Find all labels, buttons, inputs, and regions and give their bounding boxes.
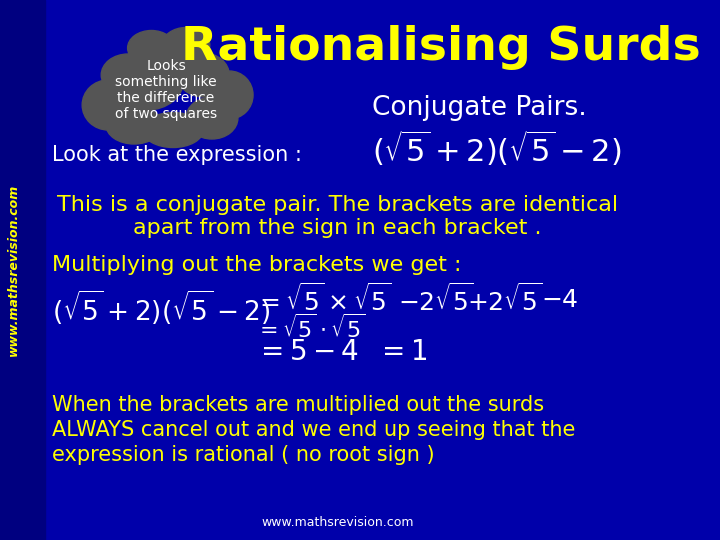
Ellipse shape [102, 54, 155, 96]
Text: This is a conjugate pair. The brackets are identical: This is a conjugate pair. The brackets a… [57, 195, 618, 215]
Text: www.mathsrevision.com: www.mathsrevision.com [261, 516, 414, 529]
Text: $= 5 - 4\ \ = 1$: $= 5 - 4\ \ = 1$ [255, 338, 428, 366]
Bar [0, 0, 45, 540]
Text: $+ 2\sqrt{5}$: $+ 2\sqrt{5}$ [467, 284, 543, 316]
Ellipse shape [143, 112, 203, 147]
Ellipse shape [132, 45, 197, 91]
Text: ALWAYS cancel out and we end up seeing that the: ALWAYS cancel out and we end up seeing t… [52, 420, 575, 440]
Ellipse shape [162, 28, 210, 63]
Text: When the brackets are multiplied out the surds: When the brackets are multiplied out the… [52, 395, 544, 415]
Text: Look at the expression :: Look at the expression : [52, 145, 302, 165]
Ellipse shape [205, 71, 253, 119]
Text: Multiplying out the brackets we get :: Multiplying out the brackets we get : [52, 255, 462, 275]
Text: $= \sqrt{5} \times \sqrt{5}$: $= \sqrt{5} \times \sqrt{5}$ [255, 284, 392, 316]
Text: $(\sqrt{5}+2)(\sqrt{5}-2)$: $(\sqrt{5}+2)(\sqrt{5}-2)$ [52, 289, 270, 327]
Text: $- 2\sqrt{5}$: $- 2\sqrt{5}$ [398, 284, 474, 316]
Ellipse shape [110, 50, 184, 110]
Ellipse shape [82, 80, 134, 130]
Text: $= \sqrt{5} \cdot \sqrt{5}$: $= \sqrt{5} \cdot \sqrt{5}$ [255, 314, 365, 342]
Text: Conjugate Pairs.: Conjugate Pairs. [372, 95, 587, 121]
Ellipse shape [177, 53, 229, 97]
Text: $- 4$: $- 4$ [541, 288, 578, 312]
Ellipse shape [127, 30, 175, 65]
Ellipse shape [106, 106, 162, 144]
Ellipse shape [186, 97, 238, 139]
Text: www.mathsrevision.com: www.mathsrevision.com [7, 184, 20, 356]
Text: apart from the sign in each bracket .: apart from the sign in each bracket . [133, 218, 541, 238]
Text: Looks
something like
the difference
of two squares: Looks something like the difference of t… [115, 59, 217, 122]
Text: expression is rational ( no root sign ): expression is rational ( no root sign ) [52, 445, 435, 465]
Text: Rationalising Surds: Rationalising Surds [181, 25, 701, 71]
Text: $(\sqrt{5}+2)(\sqrt{5}-2)$: $(\sqrt{5}+2)(\sqrt{5}-2)$ [372, 128, 621, 168]
